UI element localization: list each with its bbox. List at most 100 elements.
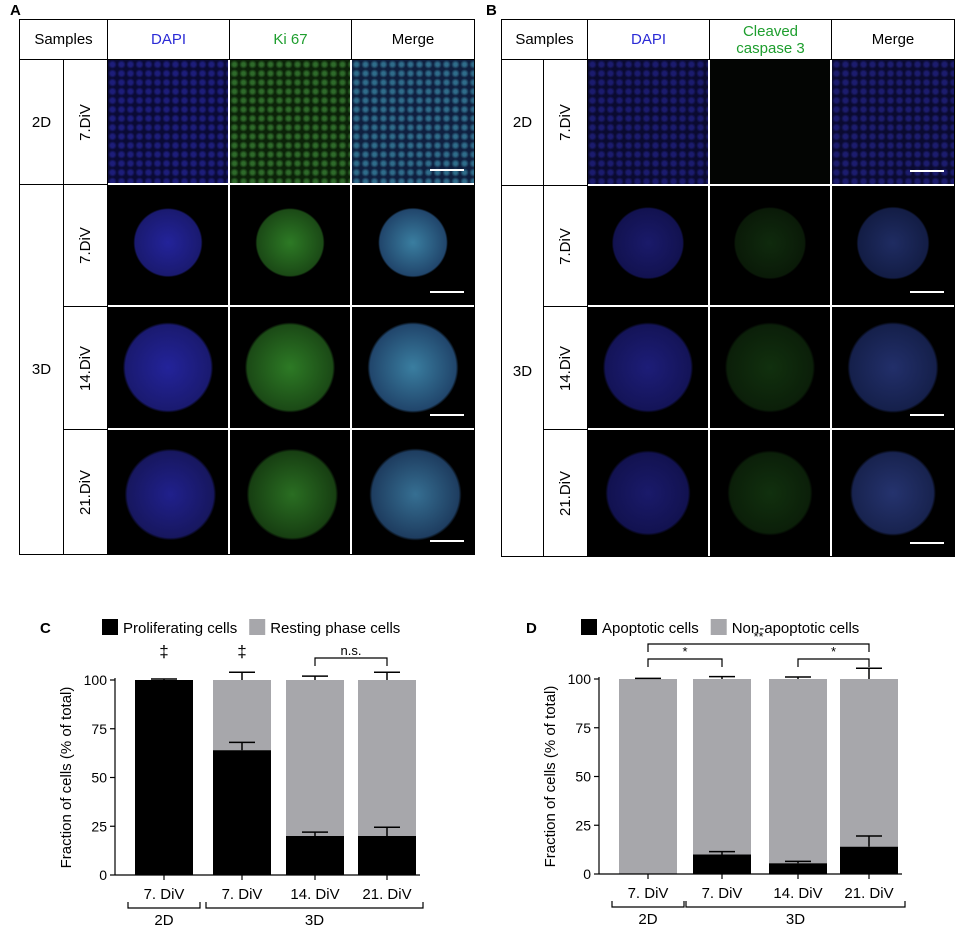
x-tick-label: 21. DiV — [844, 885, 893, 902]
group-label: 2D — [154, 912, 173, 926]
y-axis-label: Fraction of cells (% of total) — [542, 686, 559, 868]
x-tick-label: 7. DiV — [628, 885, 669, 902]
significance-label: * — [831, 644, 836, 659]
header-dapi: DAPI — [588, 20, 710, 60]
row-label: 7.DiV — [544, 186, 588, 307]
legend-swatch — [710, 619, 727, 635]
panel-label: D — [526, 620, 537, 637]
row-label: 14.DiV — [64, 307, 108, 430]
group-label: 3D — [786, 911, 805, 926]
legend-label: Non-apoptotic cells — [732, 620, 860, 637]
bar-segment — [769, 679, 827, 864]
y-tick-label: 0 — [583, 866, 591, 882]
chart-c: C Proliferating cells Resting phase cells 0… — [40, 619, 424, 926]
y-tick-label: 25 — [91, 818, 107, 834]
image-ki67-3d-7 — [230, 185, 352, 307]
panel-a-grid: Samples DAPI Ki 67 Merge 2D 3D 7.DiV 7.D… — [19, 19, 475, 555]
legend-label: Apoptotic cells — [602, 620, 699, 637]
image-merge-3d-7 — [352, 185, 474, 307]
significance-bracket — [797, 658, 870, 667]
bar-segment — [693, 679, 751, 855]
significance-bracket — [647, 658, 723, 667]
row-label: 14.DiV — [544, 307, 588, 430]
scale-bar — [910, 291, 944, 293]
scale-bar — [910, 170, 944, 172]
bar-segment — [286, 680, 344, 836]
legend-label: Proliferating cells — [123, 620, 237, 637]
row-label: 21.DiV — [544, 430, 588, 556]
image-dapi-3d-14 — [588, 307, 710, 430]
significance-bracket — [647, 643, 870, 652]
row-label: 7.DiV — [544, 60, 588, 186]
y-axis-label: Fraction of cells (% of total) — [58, 687, 75, 869]
row-label: 7.DiV — [64, 185, 108, 307]
x-tick-label: 21. DiV — [362, 886, 411, 903]
image-merge-2d — [352, 60, 474, 185]
bar-segment — [358, 836, 416, 875]
legend-label: Resting phase cells — [270, 620, 400, 637]
bar-segment — [213, 680, 271, 751]
image-ki67-3d-14 — [230, 307, 352, 430]
header-ki67: Ki 67 — [230, 20, 352, 60]
panel-b-grid: Samples DAPI Cleaved caspase 3 Merge 2D 3… — [501, 19, 955, 557]
image-dapi-2d — [588, 60, 710, 186]
x-tick-label: 14. DiV — [773, 885, 822, 902]
significance-label: * — [682, 644, 687, 659]
group-bracket — [611, 901, 685, 908]
bar-segment — [135, 680, 193, 875]
group-3d-label: 3D — [20, 185, 64, 554]
image-merge-3d-21 — [832, 430, 954, 556]
significance-marker: ‡ — [159, 642, 168, 661]
scale-bar — [910, 414, 944, 416]
image-dapi-2d — [108, 60, 230, 185]
y-tick-label: 100 — [84, 672, 108, 688]
significance-label: n.s. — [341, 643, 362, 658]
row-label: 7.DiV — [64, 60, 108, 185]
bar-segment — [619, 679, 677, 874]
image-caspase-3d-7 — [710, 186, 832, 307]
significance-label: ** — [753, 629, 763, 644]
panel-label-a: A — [10, 2, 21, 19]
y-tick-label: 0 — [99, 867, 107, 883]
group-bracket — [205, 902, 424, 909]
header-samples: Samples — [20, 20, 108, 60]
image-merge-3d-14 — [832, 307, 954, 430]
x-tick-label: 14. DiV — [290, 886, 339, 903]
image-merge-3d-7 — [832, 186, 954, 307]
significance-bracket — [314, 657, 388, 666]
header-dapi: DAPI — [108, 20, 230, 60]
group-bracket — [685, 901, 906, 908]
image-merge-3d-21 — [352, 430, 474, 554]
y-tick-label: 25 — [575, 817, 591, 833]
scale-bar — [910, 542, 944, 544]
legend-swatch — [249, 619, 266, 635]
x-tick-label: 7. DiV — [144, 886, 185, 903]
bar-segment — [358, 680, 416, 836]
x-tick-label: 7. DiV — [702, 885, 743, 902]
bar-segment — [840, 679, 898, 847]
bar-segment — [213, 750, 271, 875]
y-tick-label: 75 — [91, 721, 107, 737]
bar-segment — [693, 854, 751, 874]
legend-swatch — [581, 619, 597, 635]
image-ki67-2d — [230, 60, 352, 185]
image-dapi-3d-7 — [588, 186, 710, 307]
y-tick-label: 75 — [575, 720, 591, 736]
group-2d-label: 2D — [20, 60, 64, 185]
scale-bar — [430, 540, 464, 542]
group-2d-label: 2D — [502, 60, 544, 186]
y-tick-label: 100 — [568, 671, 592, 687]
image-ki67-3d-21 — [230, 430, 352, 554]
y-tick-label: 50 — [575, 769, 591, 785]
scale-bar — [430, 169, 464, 171]
scale-bar — [430, 414, 464, 416]
bar-segment — [840, 846, 898, 874]
chart-d: D Apoptotic cells Non-apoptotic cells 0 25 50… — [526, 619, 906, 926]
image-merge-2d — [832, 60, 954, 186]
image-caspase-3d-14 — [710, 307, 832, 430]
header-samples: Samples — [502, 20, 588, 60]
image-merge-3d-14 — [352, 307, 474, 430]
group-label: 2D — [638, 911, 657, 926]
group-3d-label: 3D — [502, 186, 544, 556]
image-dapi-3d-21 — [108, 430, 230, 554]
